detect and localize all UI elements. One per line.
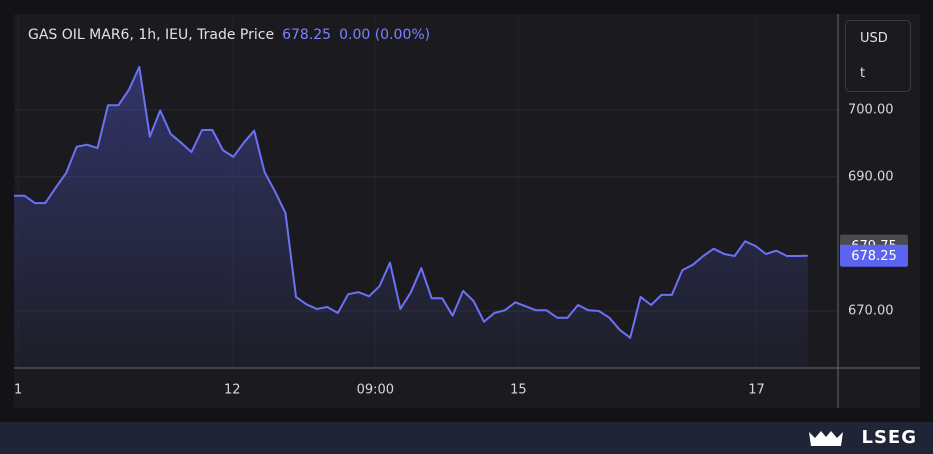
y-tick-label: 690.00 (848, 169, 894, 184)
x-tick-label: 17 (748, 383, 765, 398)
currency: USD (860, 31, 888, 46)
last-price: 678.25 (282, 27, 332, 43)
footer: LSEG (0, 422, 933, 454)
currency-unit-button[interactable]: USD t (845, 20, 911, 92)
price-area (14, 67, 808, 368)
unit: t (860, 66, 866, 81)
y-tick-label: 670.00 (848, 304, 894, 319)
brand: LSEG (861, 427, 917, 448)
x-tick-label: 15 (510, 383, 527, 398)
price-change: 0.00 (0.00%) (339, 27, 431, 43)
chart: 670.00690.00700.0011209:001517679.75678.… (14, 14, 920, 408)
price-line (14, 66, 808, 339)
x-tick-label: 12 (224, 383, 241, 398)
brand-logo (809, 431, 843, 446)
chart-title: GAS OIL MAR6, 1h, IEU, Trade Price (28, 27, 275, 43)
price-badge-label: 678.25 (851, 249, 897, 264)
x-tick-label: 1 (14, 383, 22, 398)
y-tick-label: 700.00 (848, 102, 894, 117)
x-tick-label: 09:00 (357, 383, 394, 398)
price-badge (840, 244, 908, 267)
chart-panel: 670.00690.00700.0011209:001517679.75678.… (14, 14, 920, 408)
legend-header: GAS OIL MAR6, 1h, IEU, Trade Price 678.25… (28, 27, 430, 43)
